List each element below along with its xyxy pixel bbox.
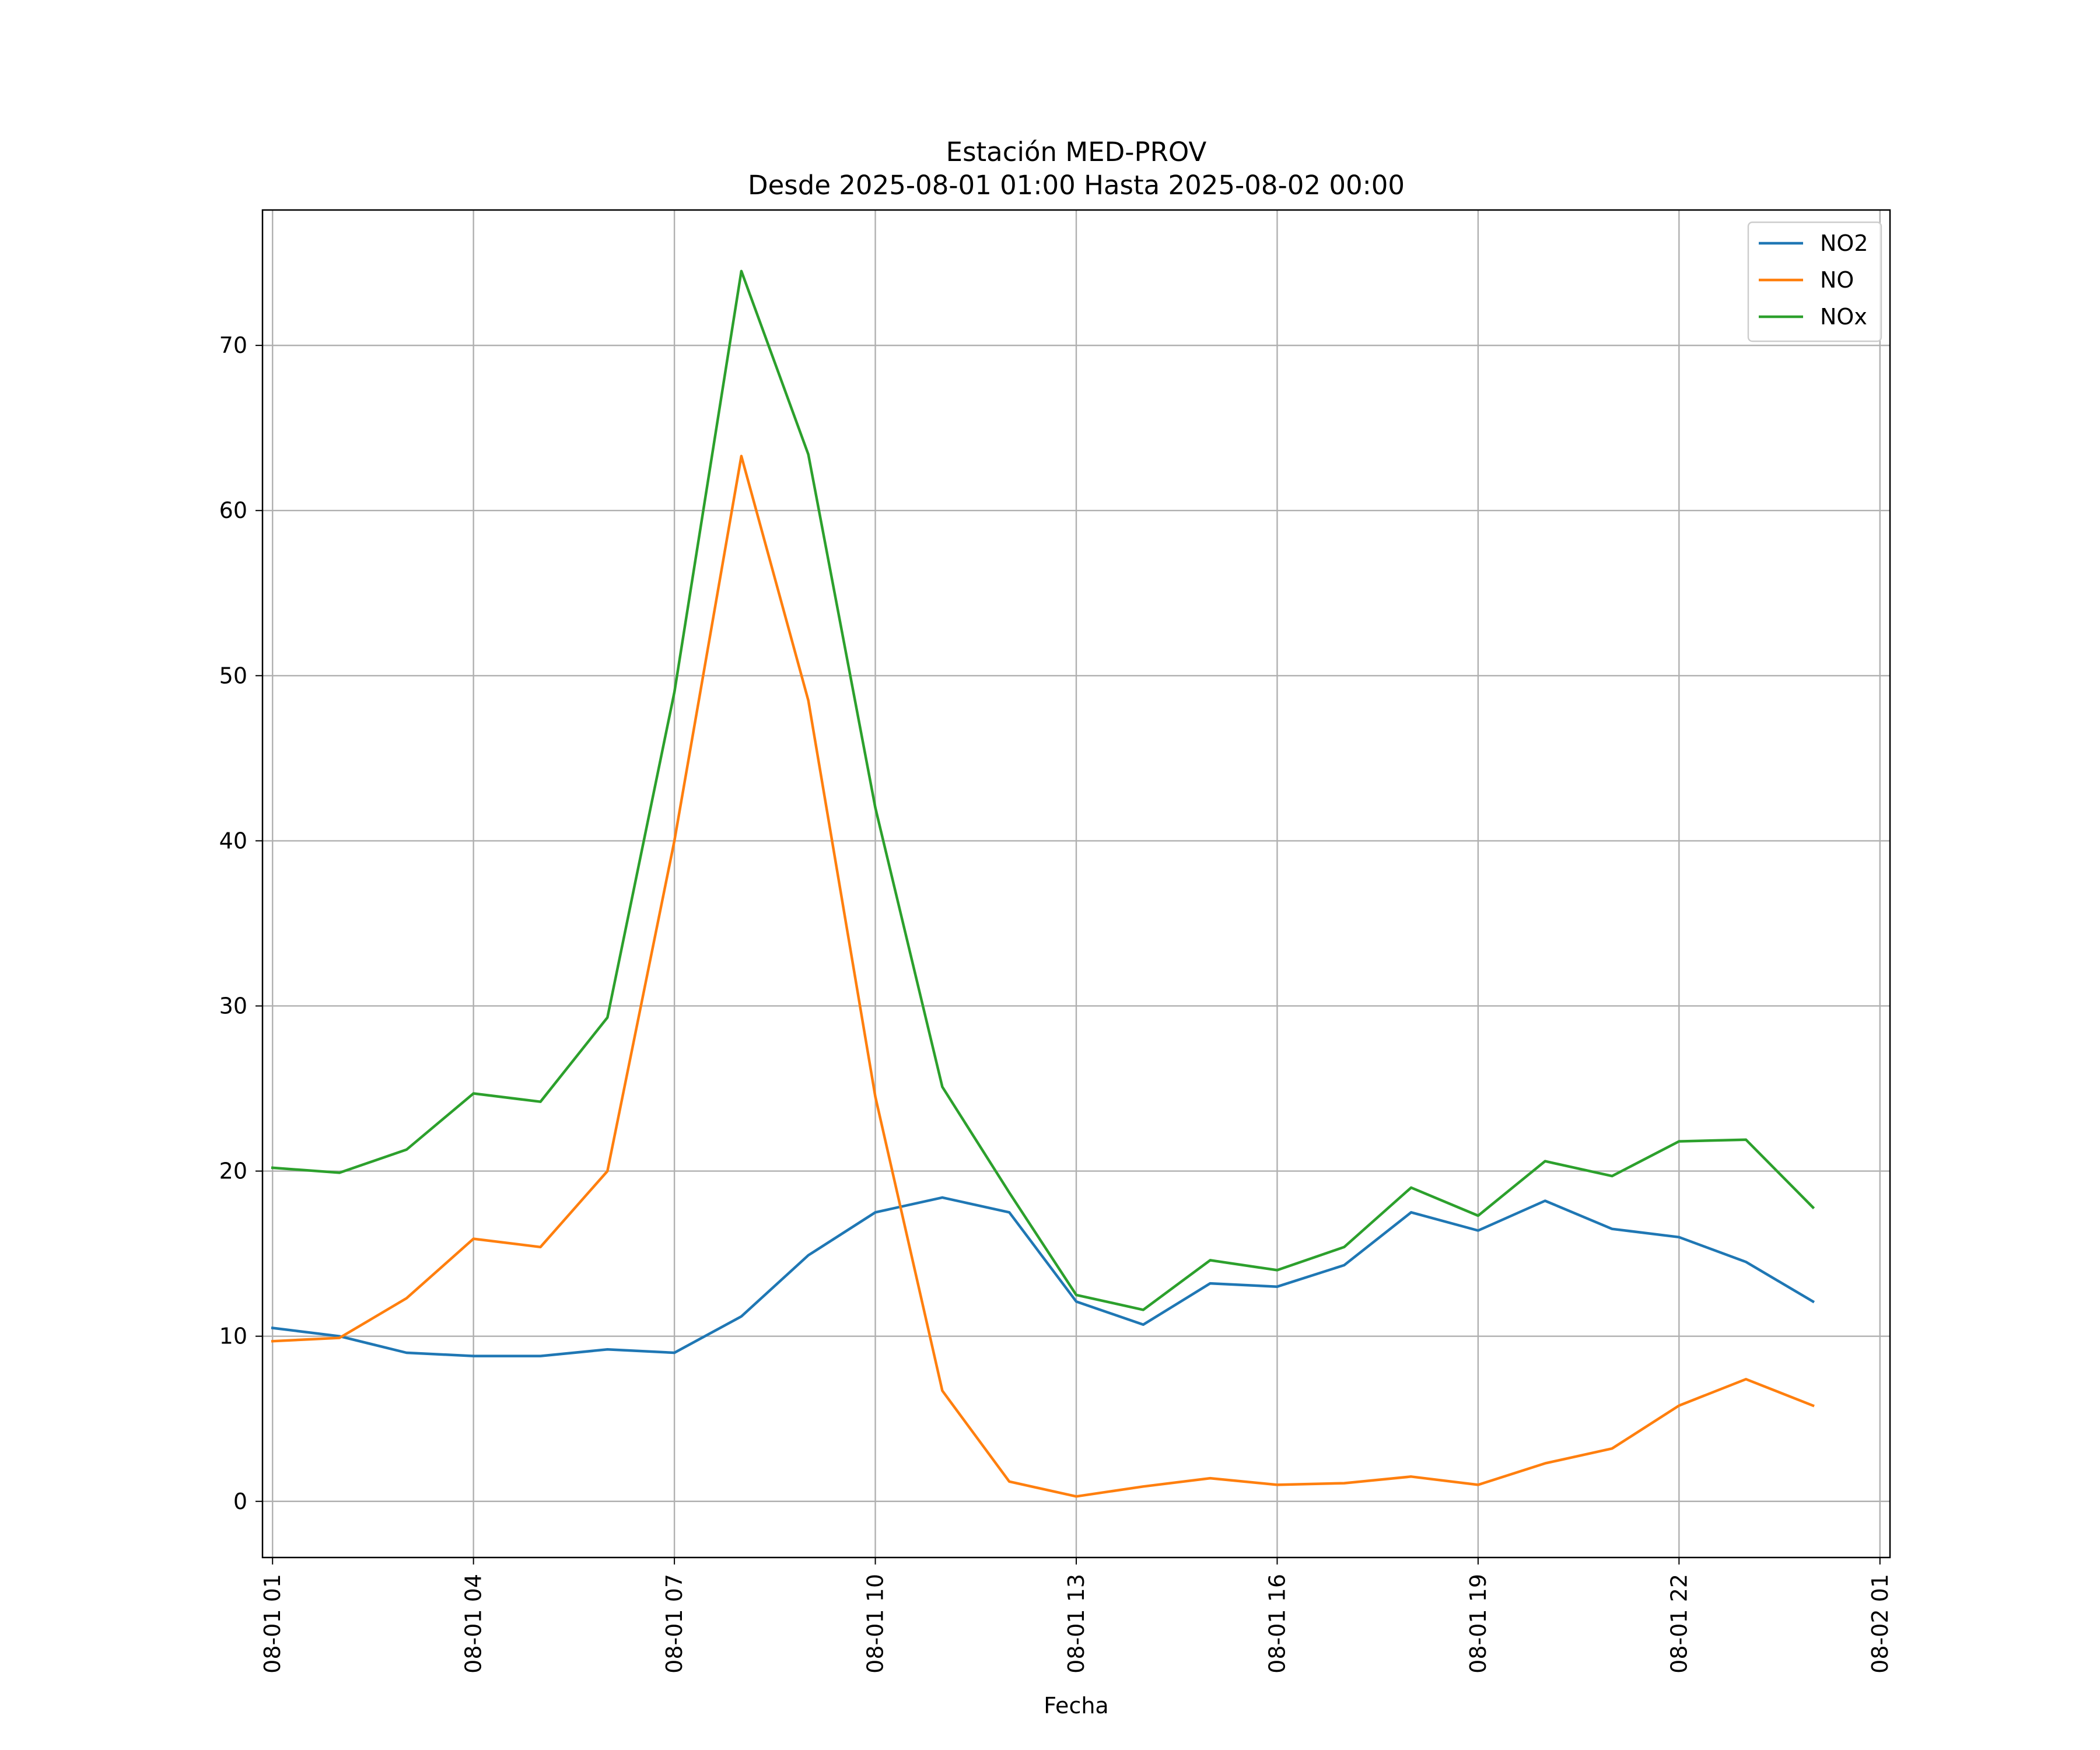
x-tick-label: 08-01 01 bbox=[260, 1574, 285, 1674]
legend-label: NO2 bbox=[1820, 230, 1868, 256]
y-tick-label: 40 bbox=[219, 828, 247, 853]
y-axis: 0 10 20 30 40 50 60 70 bbox=[219, 332, 262, 1514]
y-tick-label: 10 bbox=[219, 1324, 247, 1349]
series-layer bbox=[271, 270, 1815, 1498]
series-line-no bbox=[271, 454, 1815, 1498]
legend-box bbox=[1747, 221, 1882, 342]
x-tick-label: 08-01 13 bbox=[1063, 1574, 1089, 1674]
y-tick-label: 60 bbox=[219, 498, 247, 523]
legend-label: NOx bbox=[1820, 304, 1867, 330]
y-tick-label: 0 bbox=[233, 1489, 247, 1514]
legend-label: NO bbox=[1820, 267, 1854, 293]
y-tick-label: 70 bbox=[219, 332, 247, 358]
x-tick-label: 08-01 07 bbox=[662, 1574, 687, 1674]
x-tick-label: 08-01 22 bbox=[1666, 1574, 1692, 1674]
y-tick-label: 20 bbox=[219, 1158, 247, 1184]
chart-title: Estación MED-PROV bbox=[946, 136, 1207, 167]
chart-subtitle: Desde 2025-08-01 01:00 Hasta 2025-08-02 … bbox=[748, 170, 1405, 201]
x-tick-label: 08-01 10 bbox=[863, 1574, 888, 1674]
series-line-no2 bbox=[271, 1196, 1815, 1357]
y-tick-label: 50 bbox=[219, 663, 247, 688]
x-tick-label: 08-01 19 bbox=[1465, 1574, 1491, 1674]
x-tick-label: 08-01 16 bbox=[1264, 1574, 1290, 1674]
x-axis: 08-01 01 08-01 04 08-01 07 08-01 10 08-01 13… bbox=[260, 1558, 1893, 1674]
x-tick-label: 08-01 04 bbox=[461, 1574, 487, 1674]
x-tick-label: 08-02 01 bbox=[1867, 1574, 1893, 1674]
grid bbox=[262, 210, 1890, 1558]
legend: NO2 NO NOx bbox=[1747, 221, 1882, 342]
x-axis-label: Fecha bbox=[1044, 1693, 1108, 1718]
series-line-nox bbox=[271, 270, 1815, 1311]
y-tick-label: 30 bbox=[219, 993, 247, 1019]
